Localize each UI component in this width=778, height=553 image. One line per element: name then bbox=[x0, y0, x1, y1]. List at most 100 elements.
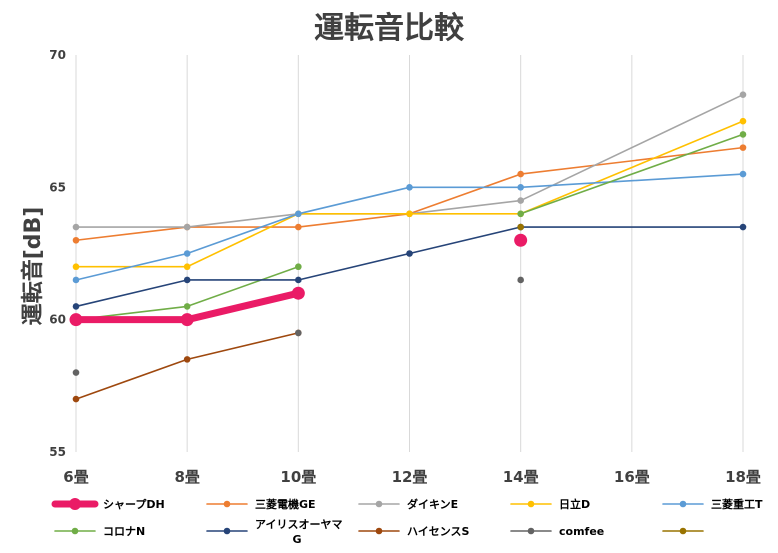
chart-title: 運転音比較 bbox=[314, 11, 465, 46]
x-tick-label: 6畳 bbox=[63, 468, 88, 486]
legend-marker bbox=[223, 500, 231, 508]
x-tick-label: 10畳 bbox=[280, 468, 316, 486]
data-point bbox=[72, 263, 80, 271]
series-line-segment bbox=[297, 213, 411, 228]
data-point bbox=[406, 250, 413, 257]
series-line-segment bbox=[519, 93, 744, 202]
x-tick-label: 8畳 bbox=[174, 468, 199, 486]
series-line-segment bbox=[519, 146, 744, 175]
data-point bbox=[406, 184, 413, 191]
legend-label: シャープDH bbox=[103, 497, 165, 511]
data-point bbox=[517, 276, 524, 284]
legend: シャープDH 三菱電機GE ダイキンE 日立D 三菱重工T コロナN アイリスオーヤマ G ハイ… bbox=[51, 497, 763, 546]
legend-marker bbox=[69, 498, 81, 510]
legend-item: シャープDH bbox=[51, 497, 165, 511]
y-tick-label: 65 bbox=[49, 180, 66, 194]
data-point bbox=[72, 276, 80, 284]
legend-item: 日立D bbox=[510, 497, 590, 511]
series-line-segment bbox=[75, 358, 188, 400]
series-4 bbox=[72, 170, 747, 284]
y-tick-label: 55 bbox=[49, 445, 66, 459]
data-point bbox=[517, 197, 524, 204]
series-line-segment bbox=[75, 226, 188, 242]
legend-marker bbox=[527, 527, 535, 535]
data-point bbox=[72, 369, 80, 376]
legend-item: ハイセンスS bbox=[358, 525, 470, 538]
data-point bbox=[183, 223, 191, 231]
data-point bbox=[406, 210, 413, 218]
series-line-segment bbox=[519, 120, 744, 215]
series-line-segment bbox=[408, 199, 522, 215]
data-point bbox=[295, 263, 302, 271]
series-line-segment bbox=[186, 213, 300, 268]
series-line-segment bbox=[519, 173, 744, 189]
data-point bbox=[69, 313, 83, 327]
series-line-segment bbox=[186, 265, 300, 308]
data-point bbox=[72, 395, 80, 403]
legend-label: 三菱電機GE bbox=[255, 497, 316, 511]
series-line-segment bbox=[186, 213, 300, 228]
series-0 bbox=[69, 233, 528, 327]
data-point bbox=[295, 223, 302, 231]
legend-label: 三菱重工T bbox=[711, 497, 763, 511]
data-point bbox=[291, 286, 305, 300]
series-7 bbox=[72, 329, 302, 403]
series-line-segment bbox=[75, 252, 188, 281]
data-point bbox=[517, 170, 524, 178]
data-point bbox=[514, 233, 528, 247]
y-axis-label: 運転音[dB] bbox=[20, 207, 46, 326]
legend-item: アイリスオーヤマ G bbox=[206, 518, 342, 546]
legend-label-cont: G bbox=[292, 533, 301, 546]
data-point bbox=[517, 223, 524, 231]
x-tick-label: 16畳 bbox=[614, 468, 650, 486]
legend-label: 日立D bbox=[559, 497, 590, 511]
data-point bbox=[183, 356, 191, 363]
data-point bbox=[183, 263, 191, 271]
legend-marker bbox=[375, 527, 383, 535]
legend-label: コロナN bbox=[103, 525, 145, 538]
legend-label: アイリスオーヤマ bbox=[255, 518, 342, 531]
data-point bbox=[517, 184, 524, 191]
data-point bbox=[739, 223, 747, 231]
series-line-segment bbox=[297, 186, 411, 215]
series-8 bbox=[72, 276, 524, 376]
legend-item: 三菱電機GE bbox=[206, 497, 316, 511]
series-line-segment bbox=[519, 133, 744, 215]
series-6 bbox=[72, 223, 747, 310]
data-point bbox=[183, 303, 191, 310]
data-point bbox=[517, 210, 524, 218]
data-point bbox=[295, 276, 302, 284]
y-tick-label: 70 bbox=[49, 48, 66, 62]
legend-marker bbox=[71, 527, 79, 535]
legend-item: 三菱重工T bbox=[662, 497, 763, 511]
series-line-segment bbox=[408, 173, 522, 215]
legend-marker bbox=[679, 500, 687, 508]
series-line-segment bbox=[408, 226, 522, 255]
y-tick-label: 60 bbox=[49, 313, 66, 327]
series-lines bbox=[69, 91, 747, 403]
series-line-segment bbox=[297, 252, 411, 281]
data-point bbox=[72, 236, 80, 244]
series-line-segment bbox=[75, 279, 188, 308]
series-line-segment bbox=[186, 332, 300, 361]
legend-item: コロナN bbox=[54, 525, 145, 538]
legend-label: ハイセンスS bbox=[407, 525, 470, 538]
legend-item bbox=[662, 527, 704, 535]
data-point bbox=[739, 131, 747, 138]
data-point bbox=[180, 313, 194, 327]
legend-marker bbox=[223, 527, 231, 535]
series-line-segment bbox=[183, 289, 302, 324]
series-line-segment bbox=[186, 213, 300, 255]
data-point bbox=[739, 117, 747, 125]
legend-item: ダイキンE bbox=[358, 497, 458, 511]
data-point bbox=[739, 91, 747, 98]
data-point bbox=[295, 329, 302, 337]
data-point bbox=[739, 170, 747, 178]
series-9 bbox=[517, 223, 524, 231]
data-point bbox=[739, 144, 747, 151]
legend-marker bbox=[679, 527, 687, 535]
data-point bbox=[295, 210, 302, 218]
data-point bbox=[72, 223, 80, 231]
